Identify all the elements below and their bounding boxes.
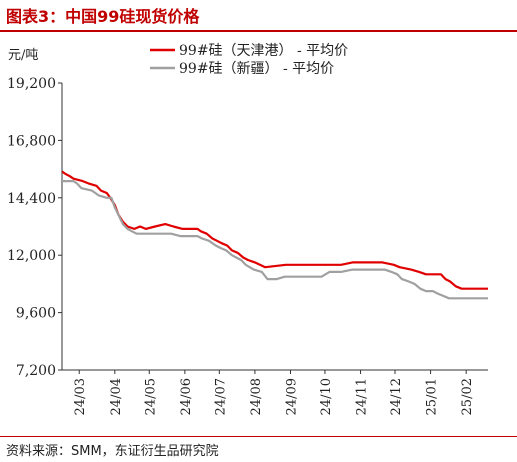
x-tick-label: 24/06 <box>179 378 194 415</box>
series-line-2 <box>62 180 488 300</box>
x-tick-label: 25/02 <box>460 378 475 415</box>
x-tick-label: 24/05 <box>143 378 158 415</box>
y-unit-label: 元/吨 <box>8 48 39 63</box>
x-tick-label: 24/10 <box>319 378 334 415</box>
y-tick-label: 12,000 <box>7 248 56 264</box>
legend: 99#硅（天津港） - 平均价 99#硅（新疆） - 平均价 <box>150 43 348 77</box>
series-group <box>61 170 488 300</box>
x-tick-label: 24/11 <box>355 378 370 415</box>
legend-label-2: 99#硅（新疆） - 平均价 <box>179 61 334 77</box>
title-rule <box>0 30 517 32</box>
y-tick-label: 7,200 <box>16 363 56 379</box>
y-tick-label: 9,600 <box>16 306 56 322</box>
x-tick-label: 24/08 <box>249 378 264 415</box>
series-line-1 <box>61 170 488 290</box>
x-axis: 24/03 24/04 24/05 24/06 24/07 24/08 24/09 24/10… <box>62 369 488 415</box>
figure-title: 图表3：中国99硅现货价格 <box>6 7 200 26</box>
x-tick-label: 24/04 <box>109 378 124 415</box>
source-note: 资料来源：SMM，东证衍生品研究院 <box>6 444 219 459</box>
y-axis: 19,200 16,800 14,400 12,000 9,600 7,200 <box>7 76 63 379</box>
x-tick-label: 24/12 <box>389 378 404 415</box>
source-rule <box>0 436 517 437</box>
x-tick-label: 24/09 <box>285 378 300 415</box>
x-tick-label: 24/07 <box>213 378 228 415</box>
line-chart: 99#硅（天津港） - 平均价 99#硅（新疆） - 平均价 19,200 16,8… <box>7 43 488 415</box>
y-tick-label: 16,800 <box>7 133 56 149</box>
x-tick-label: 24/03 <box>73 378 88 415</box>
y-tick-label: 14,400 <box>7 191 56 207</box>
y-tick-label: 19,200 <box>7 76 56 92</box>
legend-label-1: 99#硅（天津港） - 平均价 <box>179 43 348 59</box>
x-tick-label: 25/01 <box>425 378 440 415</box>
